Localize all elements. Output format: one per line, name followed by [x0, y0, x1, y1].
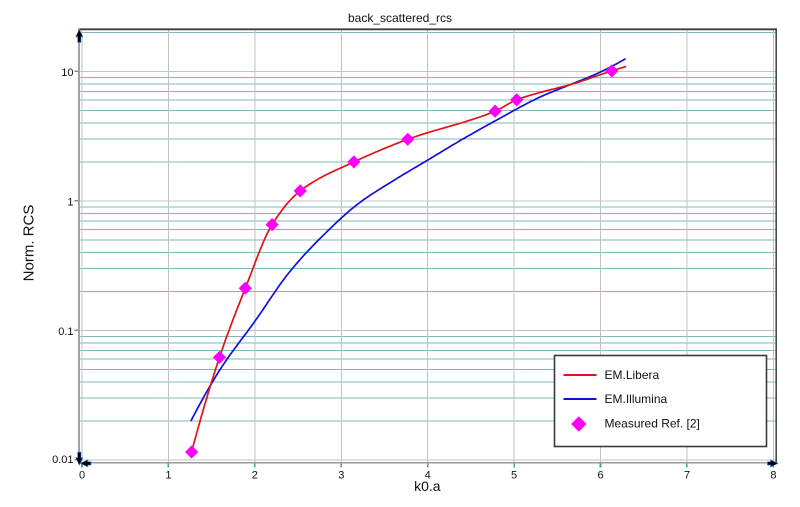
- svg-text:4: 4: [425, 469, 431, 481]
- svg-text:3: 3: [338, 469, 344, 481]
- svg-text:back_scattered_rcs: back_scattered_rcs: [348, 11, 452, 25]
- svg-text:0.01: 0.01: [52, 454, 73, 466]
- svg-text:7: 7: [684, 469, 690, 481]
- svg-text:EM.Illumina: EM.Illumina: [605, 392, 668, 406]
- svg-text:0.1: 0.1: [58, 326, 73, 338]
- svg-text:EM.Libera: EM.Libera: [605, 368, 660, 382]
- svg-text:1: 1: [67, 197, 73, 209]
- svg-text:k0.a: k0.a: [414, 478, 441, 494]
- svg-text:0: 0: [79, 469, 85, 481]
- svg-text:Measured Ref. [2]: Measured Ref. [2]: [605, 417, 700, 431]
- svg-text:6: 6: [597, 469, 603, 481]
- svg-text:10: 10: [61, 67, 73, 79]
- svg-text:Norm. RCS: Norm. RCS: [20, 205, 37, 282]
- svg-text:5: 5: [511, 469, 517, 481]
- svg-text:2: 2: [252, 469, 258, 481]
- svg-text:8: 8: [770, 469, 776, 481]
- svg-text:1: 1: [165, 469, 171, 481]
